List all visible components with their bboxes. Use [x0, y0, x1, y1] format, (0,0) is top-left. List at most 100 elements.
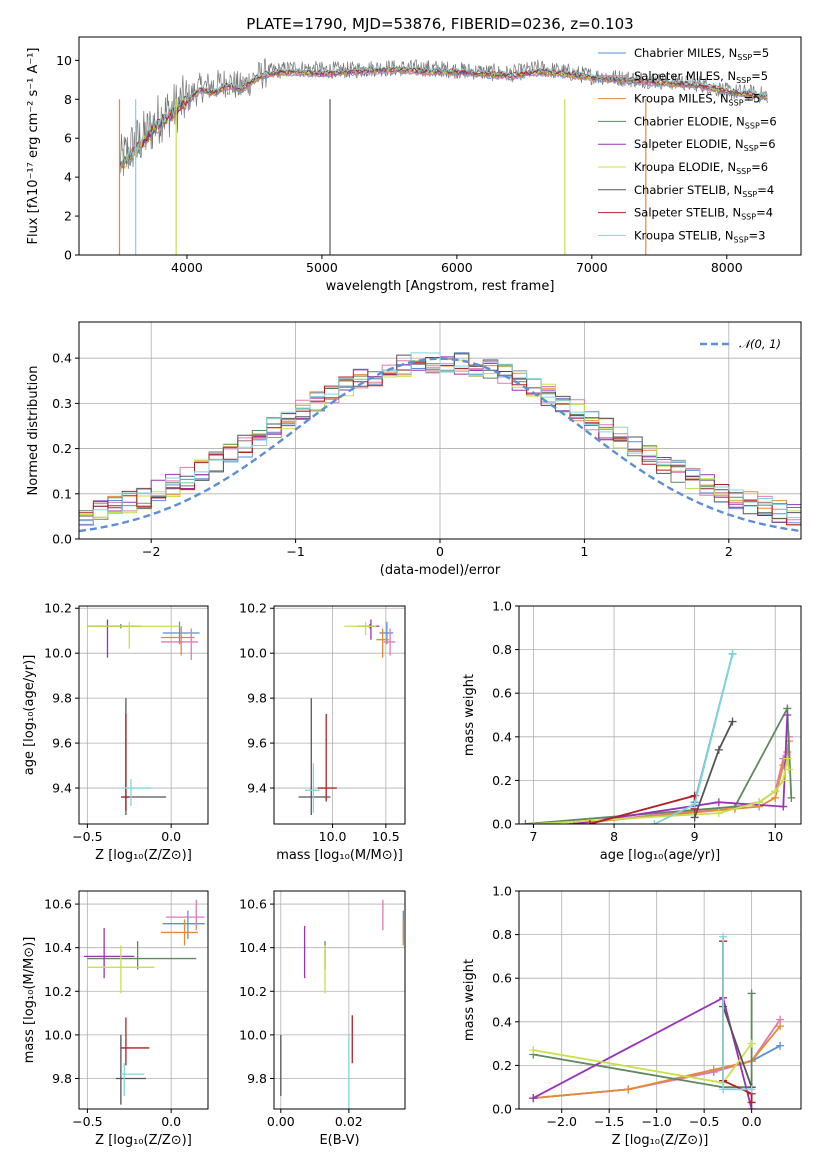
y-tick-label: 0.3: [52, 396, 72, 411]
plot-area: [519, 606, 801, 824]
panel-mass-vs-EBV: 0.00 0.02 9.8 10.0 10.2 10.4 10.6 E(B-V): [239, 890, 406, 1148]
axes-frame: [273, 890, 406, 1110]
y-tick-label: 9.6: [247, 736, 267, 751]
x-axis-label: age [log₁₀(age/yr)]: [600, 848, 721, 863]
model-spectrum-line: [119, 64, 768, 171]
plot-area: [118, 58, 768, 255]
mass-weight-marker: [529, 820, 538, 824]
y-tick-label: 10.0: [44, 646, 72, 661]
y-tick-label: 10.6: [44, 897, 72, 912]
mass-weight-marker: [690, 800, 699, 809]
y-tick-label: 10.2: [44, 601, 72, 616]
x-tick-label: 0.0: [161, 829, 181, 844]
y-tick-label: 10.2: [239, 601, 267, 616]
legend-entry: Chabrier MILES, NSSP=5: [634, 46, 769, 62]
x-tick-label: −1.0: [641, 1114, 671, 1129]
panel-massweight-vs-Z: −2.0 −1.5 −1.0 −0.5 0.0 0.0 0.2 0.4 0.6 0.8 1.0 Z […: [462, 884, 802, 1148]
mass-weight-marker: [783, 754, 792, 763]
y-tick-label: 0.8: [492, 642, 512, 657]
x-axis-label: Z [log₁₀(Z/Z⊙)]: [95, 848, 192, 863]
legend-entry: Salpeter ELODIE, NSSP=6: [634, 137, 776, 153]
x-tick-label: 8000: [711, 260, 743, 275]
errorbar-point: [122, 779, 152, 807]
errorbar-point: [317, 713, 337, 802]
legend-entry: Kroupa MILES, NSSP=5: [634, 92, 760, 108]
mass-weight-marker: [709, 1065, 718, 1074]
y-tick-label: 9.8: [52, 691, 72, 706]
mass-weight-marker: [521, 820, 530, 824]
errorbar-point: [87, 621, 180, 649]
y-axis-label: age [log₁₀(age/yr)]: [22, 655, 37, 776]
errorbar-point: [344, 621, 377, 636]
y-tick-label: 0.2: [492, 773, 512, 788]
mass-weight-marker: [719, 932, 728, 941]
x-tick-label: 8: [610, 829, 618, 844]
y-tick-label: 0.6: [492, 971, 512, 986]
model-spectrum-line: [119, 65, 768, 165]
y-tick-label: 2: [64, 209, 72, 224]
mass-weight-marker: [747, 1085, 756, 1094]
x-tick-label: −2: [142, 544, 160, 559]
mass-weight-marker: [624, 1085, 633, 1094]
axes-frame: [78, 321, 802, 540]
mass-weight-marker: [776, 1041, 785, 1050]
x-tick-label: 5000: [306, 260, 338, 275]
y-tick-label: 4: [64, 170, 72, 185]
x-tick-label: −0.5: [72, 829, 102, 844]
x-tick-label: 0.02: [335, 1114, 363, 1129]
x-tick-label: 7000: [576, 260, 608, 275]
spectrum-legend: Chabrier MILES, NSSP=5 Salpeter MILES, NS…: [598, 46, 777, 244]
mass-weight-marker: [779, 776, 788, 785]
x-tick-label: 9: [691, 829, 699, 844]
y-tick-label: 1.0: [492, 884, 512, 899]
y-axis-label: Normed distribution: [26, 366, 41, 496]
model-spectrum-line: [119, 70, 768, 169]
x-tick-label: −2.0: [547, 1114, 577, 1129]
observed-spectrum: [119, 58, 768, 177]
mass-weight-line: [654, 653, 734, 824]
errorbar-point: [304, 763, 320, 813]
plot-area: [274, 606, 405, 824]
x-axis-label: wavelength [Angstrom, rest frame]: [326, 279, 555, 294]
errorbar-point: [298, 698, 331, 816]
mass-weight-line: [589, 794, 696, 824]
x-tick-label: 7: [530, 829, 538, 844]
y-axis-label: mass weight: [462, 674, 477, 756]
mass-weight-marker: [529, 1046, 538, 1055]
x-tick-label: 0.00: [267, 1114, 295, 1129]
legend-entry: Kroupa STELIB, NSSP=3: [634, 228, 765, 244]
errorbar-point: [87, 941, 197, 970]
y-tick-label: 0.6: [492, 686, 512, 701]
legend-entry: Kroupa ELODIE, NSSP=6: [634, 160, 768, 176]
mass-weight-marker: [747, 1098, 756, 1107]
mass-weight-marker: [783, 711, 792, 719]
axes-frame: [273, 605, 406, 825]
legend-entry: Chabrier ELODIE, NSSP=6: [634, 114, 777, 130]
x-tick-label: 0.0: [161, 1114, 181, 1129]
y-tick-label: 10.2: [239, 984, 267, 999]
x-tick-label: −0.5: [689, 1114, 719, 1129]
y-tick-label: 10.0: [239, 1027, 267, 1042]
plot-area: [274, 891, 405, 1109]
y-tick-label: 9.8: [52, 1071, 72, 1086]
x-tick-label: 4000: [171, 260, 203, 275]
legend-entry: Chabrier STELIB, NSSP=4: [634, 183, 774, 199]
x-tick-label: 0: [436, 544, 444, 559]
panel-age-vs-mass: 10.0 10.5 9.4 9.6 9.8 10.0 10.2 mass [log₁₀(M/M…: [239, 601, 406, 863]
x-axis-label: Z [log₁₀(Z/Z⊙)]: [612, 1133, 709, 1148]
y-tick-label: 9.8: [247, 691, 267, 706]
x-tick-label: 10.5: [372, 829, 400, 844]
y-tick-label: 10.2: [44, 984, 72, 999]
panel-mass-vs-Z: −0.5 0.0 9.8 10.0 10.2 10.4 10.6 Z [log₁₀(Z/Z⊙)…: [22, 890, 209, 1148]
errorbar-point: [161, 626, 195, 656]
y-tick-label: 10.0: [44, 1027, 72, 1042]
normal-distribution-curve: [79, 357, 801, 533]
plot-area: [519, 891, 801, 1109]
y-tick-label: 10: [56, 53, 72, 68]
mass-weight-marker: [776, 1022, 785, 1031]
x-tick-label: −0.5: [72, 1114, 102, 1129]
x-tick-label: 10: [767, 829, 783, 844]
mass-weight-marker: [787, 793, 796, 802]
errorbar-point: [161, 628, 198, 660]
x-axis-label: E(B-V): [319, 1133, 359, 1148]
